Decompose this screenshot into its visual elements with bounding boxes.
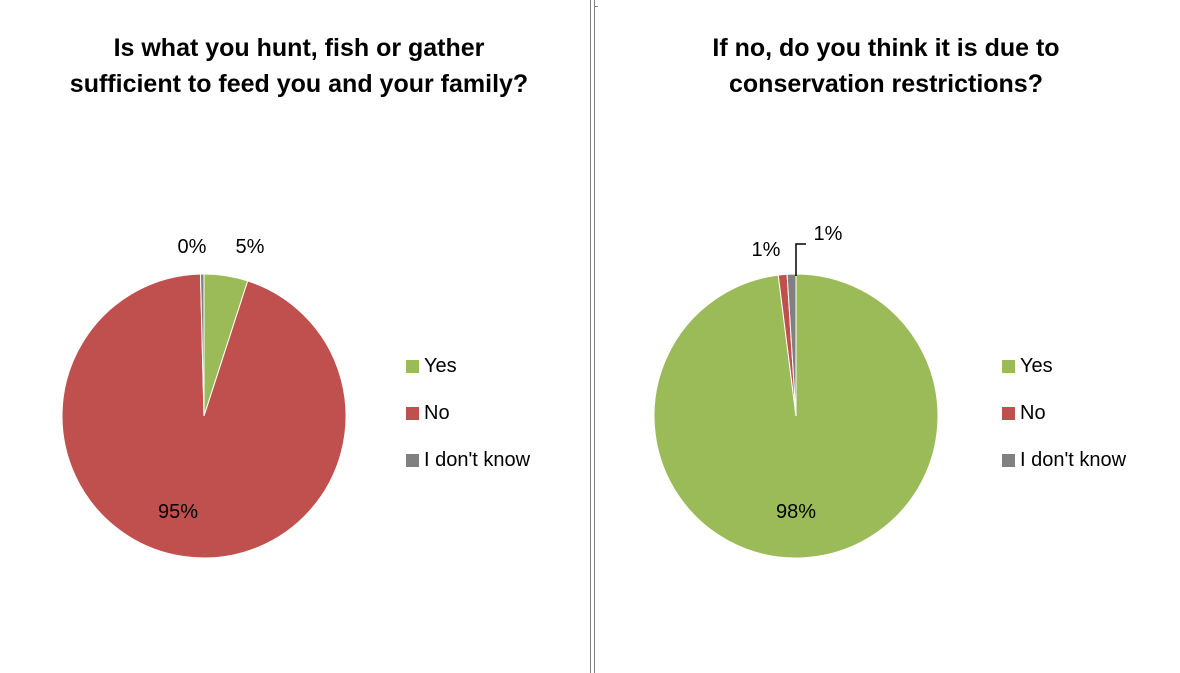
pie-slice-i-don-t-know [199, 273, 205, 417]
legend-swatch-dont-know [1002, 453, 1015, 467]
data-label: 0% [178, 236, 207, 258]
legend-item-no: No [406, 401, 530, 425]
legend-swatch-no [1002, 406, 1015, 420]
legend-swatch-yes [406, 359, 419, 373]
chart-title: If no, do you think it is due to conserv… [712, 34, 1060, 98]
legend-label-dont-know: I don't know [1020, 448, 1127, 471]
data-label: 95% [158, 501, 198, 523]
legend-item-dont-know: I don't know [406, 448, 530, 472]
legend-item-yes: Yes [1002, 354, 1126, 378]
legend-item-yes: Yes [406, 354, 530, 378]
data-label: 98% [776, 501, 816, 523]
legend-label-yes: Yes [424, 354, 457, 377]
legend: Yes No I don't know [1002, 354, 1126, 495]
legend-swatch-yes [1002, 359, 1015, 373]
pie-slice-no [61, 273, 347, 559]
divider-line-2 [594, 0, 595, 673]
legend-swatch-dont-know [406, 453, 419, 467]
data-label: 5% [236, 236, 265, 258]
legend-item-dont-know: I don't know [1002, 448, 1126, 472]
chart-title: Is what you hunt, fish or gather suffici… [69, 34, 529, 98]
legend-item-no: No [1002, 401, 1126, 425]
pie-chart-sufficiency: 5% 95% 0% [61, 236, 347, 559]
chart-panel-sufficiency: Is what you hunt, fish or gather suffici… [8, 0, 590, 673]
leader-line [795, 243, 806, 276]
legend-label-yes: Yes [1020, 354, 1053, 377]
legend-label-no: No [424, 401, 450, 424]
data-label: 1% [752, 239, 781, 261]
legend-label-no: No [1020, 401, 1046, 424]
chart-panel-conservation: If no, do you think it is due to conserv… [598, 0, 1174, 673]
legend-swatch-no [406, 406, 419, 420]
data-label: 1% [814, 223, 843, 245]
legend: Yes No I don't know [406, 354, 530, 495]
divider-line [590, 0, 591, 673]
pie-chart-conservation: 98% 1% 1% [653, 223, 939, 559]
legend-label-dont-know: I don't know [424, 448, 531, 471]
